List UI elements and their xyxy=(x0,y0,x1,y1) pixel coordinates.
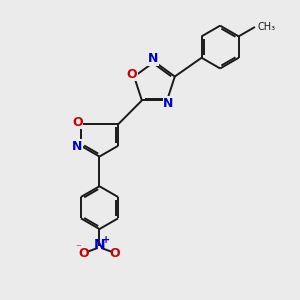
Text: N: N xyxy=(148,52,158,65)
Text: +: + xyxy=(102,235,110,245)
Text: O: O xyxy=(110,247,120,260)
Text: CH₃: CH₃ xyxy=(258,22,276,32)
Text: O: O xyxy=(79,247,89,260)
Text: O: O xyxy=(72,116,83,129)
Text: N: N xyxy=(94,238,105,252)
Text: N: N xyxy=(163,97,174,110)
Text: O: O xyxy=(126,68,137,81)
Text: ⁻: ⁻ xyxy=(75,243,81,254)
Text: N: N xyxy=(72,140,82,153)
